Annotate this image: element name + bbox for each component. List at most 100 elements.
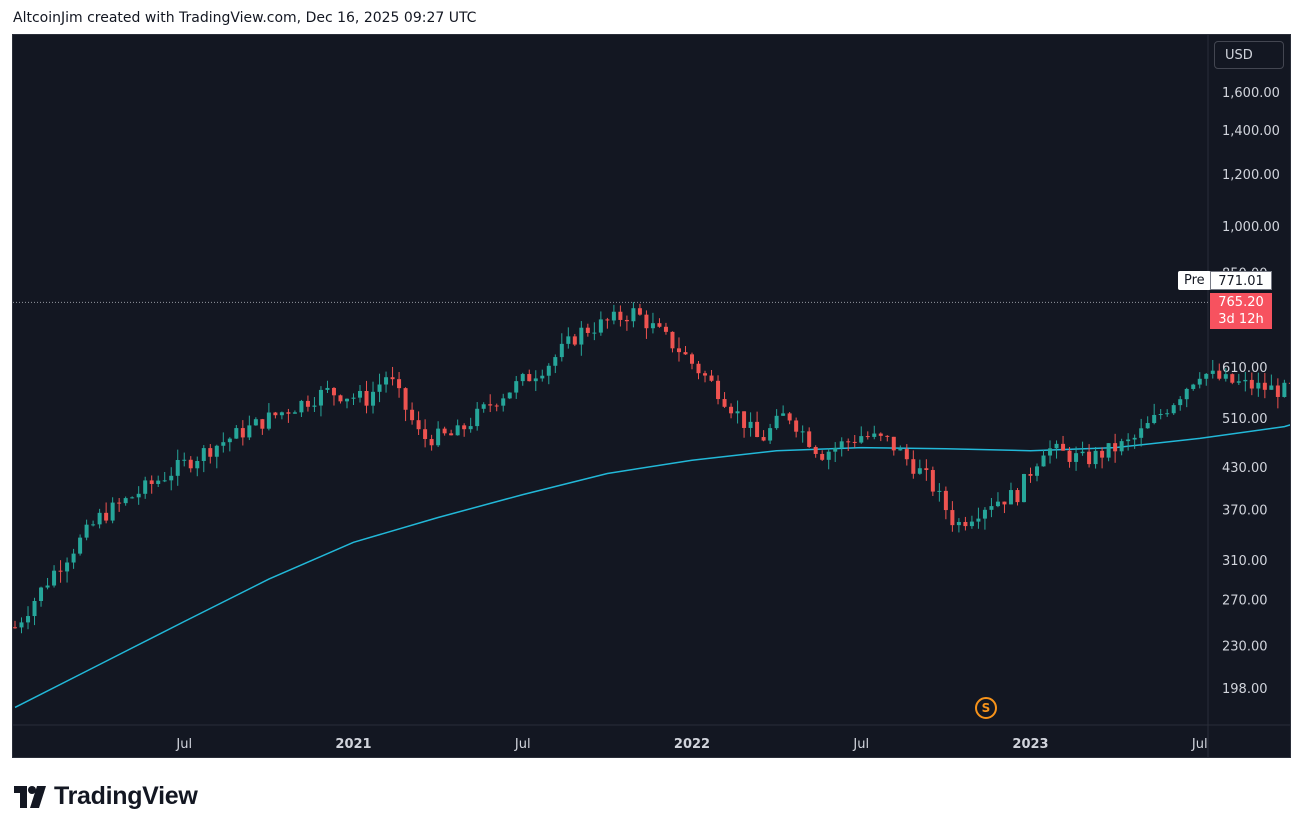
candle-body <box>299 400 304 413</box>
candle-body <box>1275 385 1280 397</box>
candle-body <box>761 437 766 441</box>
candle-body <box>592 332 597 334</box>
candle-body <box>1184 388 1189 400</box>
candle-body <box>807 431 812 447</box>
x-tick-label: Jul <box>1191 737 1208 752</box>
candle-body <box>650 323 655 329</box>
candle-body <box>1126 439 1131 442</box>
candle-body <box>1256 382 1261 389</box>
candle-body <box>1139 428 1144 438</box>
candle-body <box>214 445 219 457</box>
candle-body <box>58 570 63 572</box>
candle-body <box>384 377 389 385</box>
candle-body <box>371 391 376 406</box>
candle-body <box>1021 474 1026 503</box>
candle-body <box>676 348 681 353</box>
candle-body <box>1080 451 1085 454</box>
candle-body <box>488 404 493 406</box>
candle-body <box>358 390 363 398</box>
candle-body <box>611 311 616 321</box>
candle-body <box>1165 413 1170 415</box>
candle-body <box>989 506 994 510</box>
candle-body <box>559 343 564 358</box>
candle-body <box>1041 455 1046 467</box>
candle-body <box>1282 382 1287 397</box>
candle-body <box>442 428 447 434</box>
candle-body <box>540 375 545 379</box>
candle-body <box>950 510 955 526</box>
candle-body <box>1262 382 1267 390</box>
candle-body <box>331 387 336 396</box>
candle-body <box>501 398 506 406</box>
candle-body <box>1008 490 1013 505</box>
candle-body <box>390 377 395 380</box>
candle-body <box>1015 490 1020 503</box>
y-tick-label: 510.00 <box>1222 412 1268 427</box>
tradingview-logo[interactable]: TradingView <box>14 782 198 811</box>
candle-body <box>976 518 981 522</box>
candle-body <box>1054 443 1059 449</box>
candle-body <box>45 585 50 588</box>
candle-body <box>494 405 499 407</box>
candle-body <box>826 451 831 460</box>
candle-body <box>618 311 623 320</box>
candle-body <box>514 381 519 393</box>
candle-body <box>846 441 851 443</box>
candle-body <box>1230 374 1235 383</box>
candle-body <box>1028 474 1033 476</box>
candle-body <box>878 433 883 436</box>
tradingview-brand: TradingView <box>54 782 198 810</box>
candle-body <box>1158 414 1163 416</box>
candle-body <box>1236 381 1241 383</box>
candle-body <box>872 433 877 437</box>
candle-body <box>839 441 844 448</box>
candle-body <box>195 460 200 469</box>
candle-body <box>930 470 935 492</box>
candle-body <box>1243 379 1248 382</box>
candle-body <box>696 363 701 374</box>
candle-body <box>917 468 922 474</box>
candle-body <box>624 319 629 322</box>
candle-body <box>208 448 213 457</box>
chart-panel[interactable]: 1,600.001,400.001,200.001,000.00850.0061… <box>12 34 1291 758</box>
candle-body <box>891 436 896 451</box>
candle-body <box>943 490 948 511</box>
candle-body <box>572 336 577 345</box>
candle-body <box>1152 414 1157 424</box>
candle-body <box>852 441 857 443</box>
candle-body <box>598 319 603 333</box>
candle-body <box>1100 450 1105 458</box>
candle-body <box>1074 453 1079 462</box>
y-tick-label: 1,200.00 <box>1222 168 1280 183</box>
candle-body <box>436 428 441 446</box>
candle-body <box>97 512 102 525</box>
bar-countdown: 3d 12h <box>1218 312 1264 327</box>
candle-body <box>1035 466 1040 476</box>
candle-body <box>969 521 974 527</box>
candle-body <box>813 446 818 454</box>
candle-body <box>462 425 467 430</box>
candle-body <box>781 413 786 416</box>
candle-body <box>175 460 180 476</box>
candle-body <box>266 412 271 429</box>
price-chart[interactable]: 1,600.001,400.001,200.001,000.00850.0061… <box>13 35 1291 758</box>
candle-body <box>820 453 825 460</box>
candle-body <box>703 373 708 376</box>
candle-body <box>1048 448 1053 456</box>
candle-body <box>716 380 721 400</box>
candle-body <box>468 426 473 430</box>
candle-body <box>32 601 37 617</box>
currency-selector[interactable]: USD <box>1214 41 1284 69</box>
candle-body <box>1002 501 1007 505</box>
split-event-icon[interactable]: S <box>975 697 997 719</box>
y-tick-label: 1,600.00 <box>1222 86 1280 101</box>
candle-body <box>273 412 278 416</box>
x-tick-label: Jul <box>514 737 531 752</box>
candle-body <box>338 395 343 402</box>
x-tick-label: Jul <box>175 737 192 752</box>
candle-body <box>1191 384 1196 389</box>
candle-body <box>800 431 805 433</box>
candle-body <box>423 429 428 440</box>
chart-attribution: AltcoinJim created with TradingView.com,… <box>13 10 477 26</box>
candle-body <box>475 408 480 427</box>
